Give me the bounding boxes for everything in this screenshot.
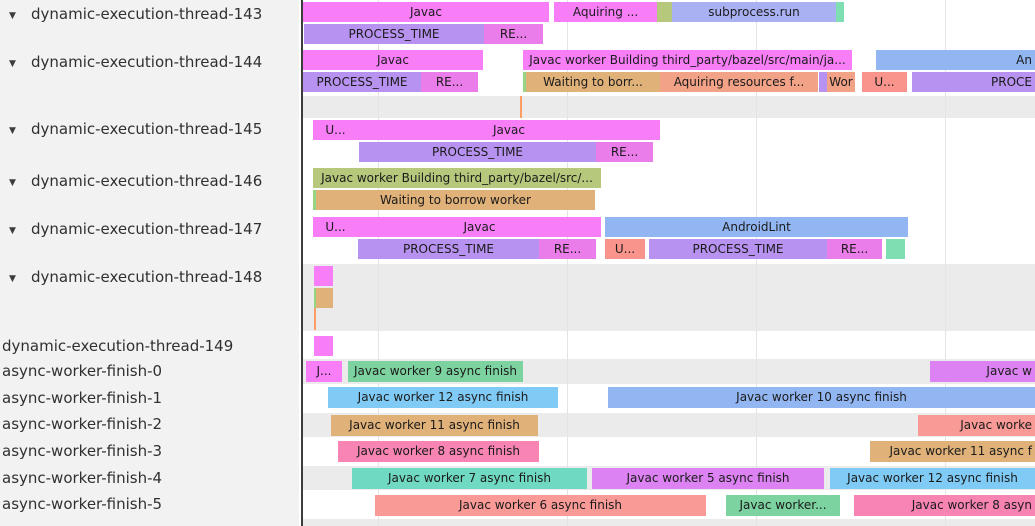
collapse-triangle-icon[interactable]: ▼ [9, 126, 16, 136]
trace-slice[interactable]: Javac worker 10 async finish [608, 387, 1035, 408]
track-label: async-worker-finish-2 [2, 415, 163, 433]
track-label: dynamic-execution-thread-144 [31, 53, 263, 71]
track-row[interactable]: ▼ dynamic-execution-thread-147 [0, 220, 299, 238]
track-row[interactable]: async-worker-finish-1 [0, 389, 299, 407]
trace-slice[interactable]: U... [313, 120, 358, 140]
track-row[interactable]: ▼ dynamic-execution-thread-145 [0, 120, 299, 138]
trace-slice-sliver[interactable] [819, 72, 827, 92]
trace-slice[interactable]: Javac [303, 2, 549, 22]
collapse-triangle-icon[interactable]: ▼ [9, 59, 16, 69]
track-background-band [303, 264, 1035, 331]
trace-slice[interactable]: Wor [827, 72, 855, 92]
trace-slice-sliver[interactable] [886, 239, 905, 259]
track-label: dynamic-execution-thread-143 [31, 5, 263, 23]
collapse-triangle-icon[interactable]: ▼ [9, 274, 16, 284]
trace-slice[interactable]: Javac worker 9 async finish [348, 361, 523, 382]
track-row[interactable]: async-worker-finish-4 [0, 469, 299, 487]
track-label: dynamic-execution-thread-149 [2, 337, 234, 355]
trace-slice[interactable]: Javac worker 11 async finish [331, 415, 538, 436]
panel-divider[interactable] [301, 0, 303, 526]
trace-slice[interactable]: RE... [827, 239, 882, 259]
track-label: async-worker-finish-1 [2, 389, 163, 407]
trace-slice[interactable]: Javac [358, 217, 601, 237]
trace-slice-sliver[interactable] [836, 2, 844, 22]
track-label: dynamic-execution-thread-145 [31, 120, 263, 138]
gridline [378, 0, 379, 526]
trace-slice-sliver[interactable] [314, 288, 316, 308]
trace-slice[interactable]: Aquiring resources f... [660, 72, 818, 92]
trace-slice[interactable]: PROCE [912, 72, 1035, 92]
trace-slice[interactable]: RE... [484, 24, 543, 44]
collapse-triangle-icon[interactable]: ▼ [9, 11, 16, 21]
trace-slice[interactable]: Javac [303, 50, 483, 70]
track-label: async-worker-finish-4 [2, 469, 163, 487]
trace-slice[interactable]: Javac worker 11 async f [870, 441, 1035, 462]
trace-slice[interactable]: Javac worker Building third_party/bazel/… [523, 50, 852, 70]
trace-slice[interactable]: U... [313, 217, 358, 237]
trace-slice[interactable]: RE... [539, 239, 596, 259]
track-row[interactable]: async-worker-finish-2 [0, 415, 299, 433]
trace-slice[interactable]: An [876, 50, 1035, 70]
trace-slice-sliver[interactable] [657, 2, 672, 22]
track-row[interactable]: async-worker-finish-0 [0, 362, 299, 380]
trace-slice[interactable]: Javac w [930, 361, 1035, 382]
track-label: dynamic-execution-thread-147 [31, 220, 263, 238]
trace-slice-sliver[interactable] [523, 72, 526, 92]
trace-slice-sliver[interactable] [314, 308, 316, 330]
gridline [945, 0, 946, 526]
trace-slice[interactable]: Aquiring ... [554, 2, 657, 22]
trace-slice[interactable]: PROCESS_TIME [358, 239, 539, 259]
gridline [756, 0, 757, 526]
trace-slice[interactable]: U... [605, 239, 645, 259]
track-row[interactable]: ▼ dynamic-execution-thread-146 [0, 172, 299, 190]
trace-slice-sliver[interactable] [520, 96, 522, 118]
trace-slice[interactable]: RE... [421, 72, 478, 92]
trace-slice[interactable]: Javac worker Building third_party/bazel/… [313, 168, 601, 188]
trace-slice[interactable]: Javac worker 12 async finish [328, 387, 558, 408]
track-row[interactable]: async-worker-finish-5 [0, 495, 299, 513]
trace-slice[interactable]: Javac worker... [726, 495, 840, 516]
trace-slice[interactable]: PROCESS_TIME [649, 239, 827, 259]
track-label: async-worker-finish-3 [2, 442, 163, 460]
trace-slice[interactable]: Javac worke [918, 415, 1035, 436]
trace-slice[interactable]: Javac worker 6 async finish [375, 495, 706, 516]
track-row[interactable]: async-worker-finish-3 [0, 442, 299, 460]
track-background-band [303, 519, 1035, 526]
track-label: dynamic-execution-thread-146 [31, 172, 263, 190]
trace-slice[interactable]: Javac worker 8 async finish [338, 441, 539, 462]
trace-slice[interactable]: PROCESS_TIME [303, 72, 421, 92]
track-name-panel: ▼ dynamic-execution-thread-143 ▼ dynamic-ex… [0, 0, 299, 526]
track-row[interactable]: dynamic-execution-thread-149 [0, 337, 299, 355]
trace-slice[interactable]: Javac worker 7 async finish [352, 468, 587, 489]
trace-slice[interactable]: U... [862, 72, 907, 92]
trace-slice[interactable]: J... [306, 361, 342, 382]
gridline [567, 0, 568, 526]
track-background-band [303, 96, 1035, 118]
trace-slice-sliver[interactable] [313, 190, 316, 210]
trace-slice[interactable]: AndroidLint [605, 217, 908, 237]
trace-slice[interactable]: PROCESS_TIME [359, 142, 596, 162]
trace-slice-sliver[interactable] [314, 336, 333, 356]
track-label: async-worker-finish-5 [2, 495, 163, 513]
timeline[interactable]: Javac Aquiring ... subprocess.run PROCESS_T… [303, 0, 1035, 526]
track-label: dynamic-execution-thread-148 [31, 268, 263, 286]
collapse-triangle-icon[interactable]: ▼ [9, 226, 16, 236]
trace-slice[interactable]: Waiting to borrow worker [316, 190, 595, 210]
trace-slice[interactable]: Waiting to borr... [526, 72, 660, 92]
trace-slice-sliver[interactable] [314, 266, 333, 286]
track-row[interactable]: ▼ dynamic-execution-thread-143 [0, 5, 299, 23]
track-label: async-worker-finish-0 [2, 362, 163, 380]
collapse-triangle-icon[interactable]: ▼ [9, 178, 16, 188]
trace-slice[interactable]: RE... [596, 142, 653, 162]
trace-slice-sliver[interactable] [316, 288, 333, 308]
track-row[interactable]: ▼ dynamic-execution-thread-144 [0, 53, 299, 71]
trace-slice[interactable]: Javac worker 8 asyn [854, 495, 1035, 516]
trace-slice[interactable]: Javac worker 12 async finish [830, 468, 1035, 489]
trace-slice[interactable]: Javac worker 5 async finish [592, 468, 824, 489]
trace-slice[interactable]: Javac [358, 120, 660, 140]
trace-slice[interactable]: subprocess.run [672, 2, 836, 22]
trace-slice[interactable]: PROCESS_TIME [304, 24, 484, 44]
track-row[interactable]: ▼ dynamic-execution-thread-148 [0, 268, 299, 286]
